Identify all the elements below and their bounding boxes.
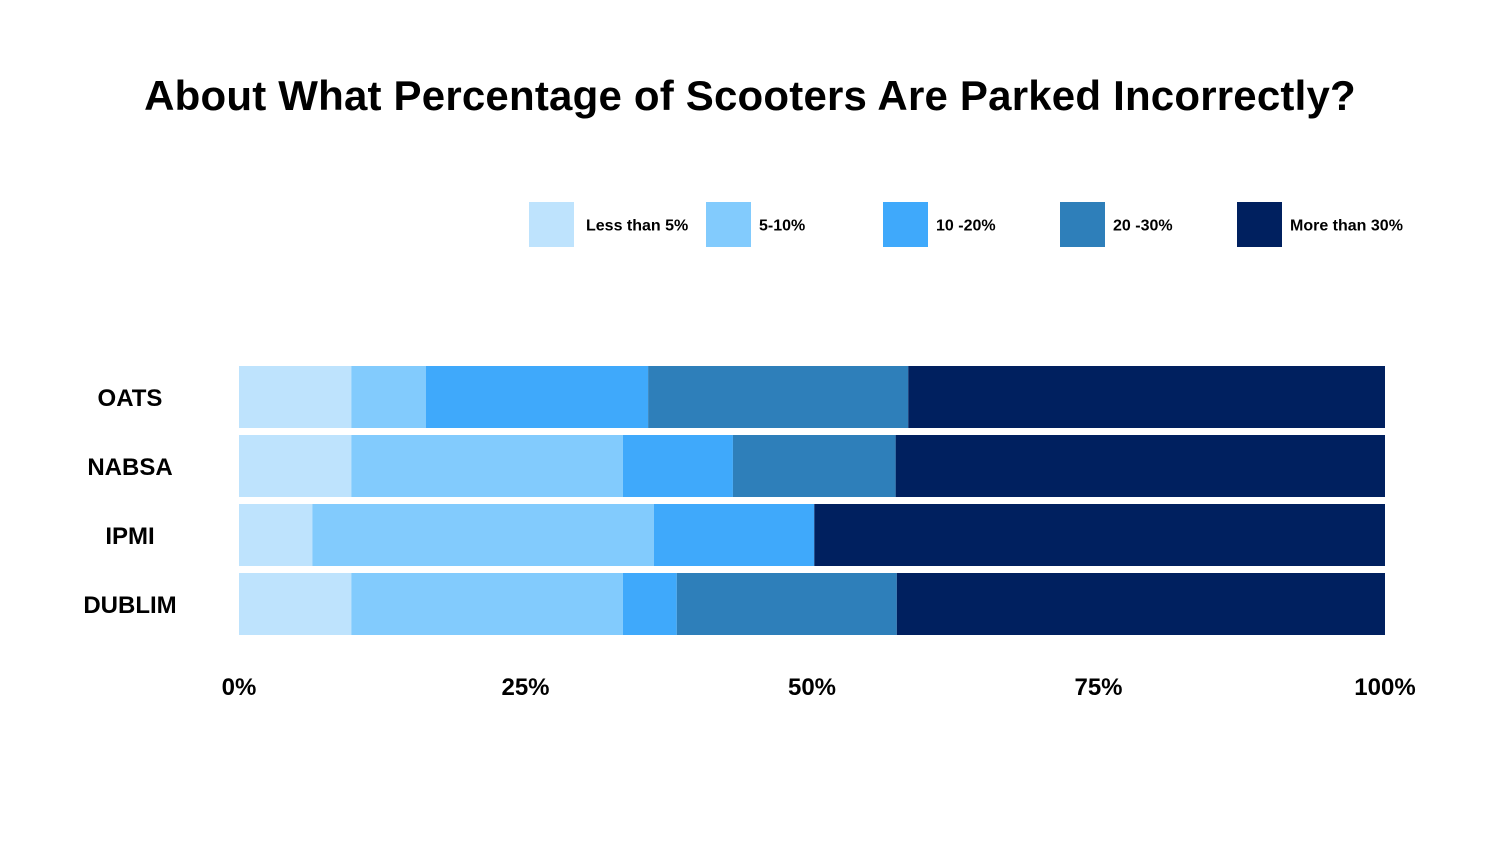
bar-oats-less-than-5 [239, 366, 352, 428]
chart-title: About What Percentage of Scooters Are Pa… [144, 72, 1356, 119]
legend-item-20-30: 20 -30% [1060, 202, 1173, 247]
legend-swatch-less-than-5 [529, 202, 574, 247]
category-label-nabsa: NABSA [87, 454, 172, 481]
legend-label-5-10: 5-10% [759, 218, 805, 235]
bar-dublim-10-20 [622, 573, 677, 635]
legend-label-more-than-30: More than 30% [1290, 218, 1403, 235]
bar-dublim-20-30 [676, 573, 897, 635]
x-tick-label-0: 0% [222, 674, 257, 701]
category-labels: OATS NABSA IPMI DUBLIM [83, 385, 176, 619]
bar-nabsa-less-than-5 [239, 435, 352, 497]
bar-oats-5-10 [351, 366, 426, 428]
bar-oats-20-30 [648, 366, 909, 428]
bar-ipmi-5-10 [312, 504, 654, 566]
legend-item-10-20: 10 -20% [883, 202, 996, 247]
bar-nabsa-5-10 [351, 435, 623, 497]
bar-dublim-5-10 [351, 573, 623, 635]
bar-nabsa-10-20 [622, 435, 733, 497]
legend-swatch-more-than-30 [1237, 202, 1282, 247]
bar-dublim-less-than-5 [239, 573, 352, 635]
bar-nabsa-20-30 [732, 435, 896, 497]
bar-ipmi-10-20 [653, 504, 815, 566]
bar-oats-more-than-30 [908, 366, 1385, 428]
x-tick-label-100: 100% [1354, 674, 1415, 701]
category-label-ipmi: IPMI [105, 523, 154, 550]
legend-item-less-than-5: Less than 5% [529, 202, 688, 247]
category-label-dublim: DUBLIM [83, 592, 176, 619]
x-tick-label-75: 75% [1074, 674, 1122, 701]
legend-label-20-30: 20 -30% [1113, 218, 1173, 235]
bar-dublim-more-than-30 [896, 573, 1385, 635]
bar-ipmi-less-than-5 [239, 504, 313, 566]
legend: Less than 5% 5-10% 10 -20% 20 -30% More than… [529, 202, 1403, 247]
x-axis-tick-labels: 0% 25% 50% 75% 100% [222, 674, 1416, 701]
legend-label-less-than-5: Less than 5% [586, 218, 688, 235]
bars [239, 366, 1385, 635]
bar-nabsa-more-than-30 [895, 435, 1385, 497]
category-label-oats: OATS [98, 385, 163, 412]
legend-item-more-than-30: More than 30% [1237, 202, 1403, 247]
legend-item-5-10: 5-10% [706, 202, 805, 247]
legend-swatch-10-20 [883, 202, 928, 247]
legend-swatch-20-30 [1060, 202, 1105, 247]
x-tick-label-50: 50% [788, 674, 836, 701]
legend-label-10-20: 10 -20% [936, 218, 996, 235]
x-tick-label-25: 25% [501, 674, 549, 701]
legend-swatch-5-10 [706, 202, 751, 247]
bar-oats-10-20 [425, 366, 649, 428]
bar-ipmi-more-than-30 [814, 504, 1385, 566]
